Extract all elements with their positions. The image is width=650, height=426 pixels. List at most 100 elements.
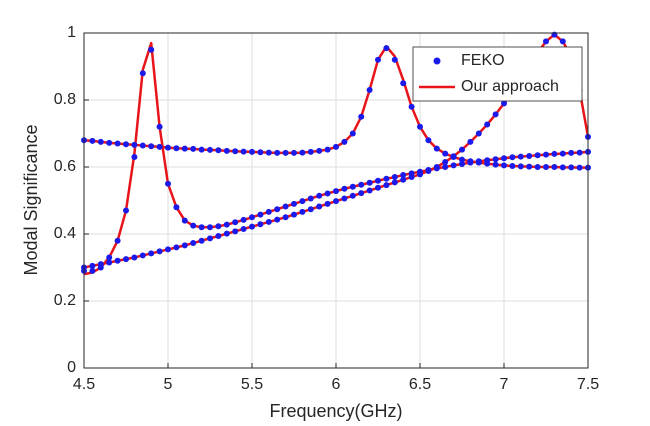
data-point — [165, 180, 171, 187]
data-point — [240, 225, 247, 232]
data-point — [232, 228, 239, 235]
data-point — [299, 208, 306, 215]
data-point — [316, 147, 323, 154]
data-point — [349, 130, 356, 137]
data-point — [442, 150, 449, 157]
data-point — [89, 267, 96, 274]
data-point — [559, 164, 566, 171]
data-point — [492, 111, 499, 118]
y-tick-label: 0 — [67, 359, 76, 376]
data-point — [559, 150, 566, 157]
data-point — [366, 187, 373, 194]
data-point — [114, 237, 121, 244]
data-point — [501, 155, 507, 162]
data-point — [89, 262, 96, 269]
data-point — [366, 179, 373, 186]
data-point — [307, 148, 314, 155]
x-tick-label: 4.5 — [73, 376, 95, 393]
data-point — [97, 138, 104, 145]
data-point — [181, 145, 188, 152]
data-point — [232, 148, 239, 155]
data-point — [459, 156, 465, 163]
data-point — [400, 176, 407, 183]
data-point — [131, 254, 138, 261]
x-tick-label: 5.5 — [241, 376, 263, 393]
data-point — [148, 46, 155, 53]
data-point — [391, 56, 398, 63]
data-point — [459, 146, 465, 153]
data-point — [207, 235, 213, 242]
data-point — [190, 145, 197, 152]
data-point — [467, 159, 474, 166]
data-point — [391, 174, 398, 181]
data-point — [148, 250, 155, 257]
data-point — [198, 237, 205, 244]
data-point — [240, 148, 247, 155]
legend-label: Our approach — [461, 78, 559, 95]
data-point — [484, 121, 491, 128]
data-point — [383, 182, 390, 189]
data-point — [265, 218, 272, 225]
data-point — [576, 149, 583, 156]
data-point — [223, 221, 230, 228]
data-point — [257, 149, 264, 156]
data-point — [576, 164, 583, 171]
data-point — [543, 164, 549, 170]
data-point — [181, 242, 188, 249]
y-tick-label: 0.2 — [54, 292, 76, 309]
data-point — [383, 175, 390, 182]
data-point — [123, 207, 129, 214]
data-point — [190, 240, 197, 247]
data-point — [299, 149, 306, 156]
data-point — [181, 217, 188, 224]
data-point — [282, 149, 289, 156]
data-point — [139, 142, 146, 149]
data-point — [131, 153, 138, 160]
data-point — [198, 146, 205, 153]
data-point — [215, 233, 222, 240]
data-point — [165, 144, 171, 151]
data-point — [484, 157, 491, 164]
data-point — [341, 185, 348, 192]
data-point — [375, 56, 381, 63]
data-point — [349, 192, 356, 199]
y-tick-label: 0.6 — [54, 158, 76, 175]
data-point — [307, 206, 314, 213]
data-point — [450, 153, 457, 160]
legend-symbol — [433, 57, 441, 65]
data-point — [106, 139, 113, 146]
data-point — [417, 123, 423, 130]
data-point — [148, 143, 155, 150]
data-point — [400, 80, 407, 87]
data-point — [333, 198, 339, 205]
x-tick-label: 7 — [500, 376, 509, 393]
data-point — [358, 190, 365, 197]
data-point — [249, 148, 255, 155]
data-point — [190, 222, 197, 229]
data-point — [391, 179, 398, 186]
data-point — [156, 143, 163, 150]
data-point — [433, 145, 440, 152]
data-point — [383, 45, 390, 52]
y-tick-label: 1 — [67, 24, 76, 41]
data-point — [232, 219, 239, 226]
data-point — [173, 145, 180, 152]
data-point — [106, 254, 113, 261]
data-point — [114, 140, 121, 147]
data-point — [89, 137, 96, 144]
data-point — [492, 156, 499, 163]
data-point — [501, 100, 507, 107]
data-point — [459, 160, 465, 167]
data-point — [291, 211, 297, 218]
y-tick-label: 0.8 — [54, 91, 76, 108]
data-point — [568, 164, 575, 171]
data-point — [265, 208, 272, 215]
data-point — [551, 150, 558, 157]
data-point — [417, 171, 423, 178]
data-point — [240, 216, 247, 223]
data-point — [207, 146, 213, 153]
data-point — [131, 141, 138, 148]
data-point — [223, 147, 230, 154]
data-point — [442, 158, 449, 165]
